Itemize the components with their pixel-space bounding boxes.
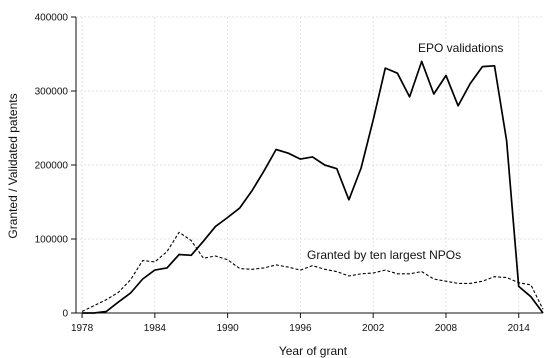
- series-lines: [81, 60, 544, 314]
- series-line-epo-validations: [82, 60, 544, 314]
- x-tick-label: 1996: [289, 323, 312, 334]
- series-label-epo-validations: EPO validations: [418, 41, 503, 55]
- y-tick-label: 200000: [35, 161, 69, 172]
- y-tick-label: 100000: [35, 235, 69, 246]
- x-tick-label: 1990: [216, 323, 239, 334]
- y-axis-ticks: 0 100000 200000 300000 400000: [35, 13, 76, 320]
- y-tick-label: 300000: [35, 87, 69, 98]
- y-axis-title: Granted / Validated patents: [6, 93, 20, 238]
- series-label-npo-granted: Granted by ten largest NPOs: [307, 248, 461, 262]
- x-tick-label: 2002: [362, 323, 385, 334]
- x-tick-label: 1978: [71, 323, 94, 334]
- grid-lines: [76, 16, 543, 314]
- y-tick-label: 400000: [35, 13, 69, 24]
- x-tick-label: 1984: [144, 323, 167, 334]
- y-tick-label: 0: [62, 309, 68, 320]
- x-axis-title: Year of grant: [279, 344, 348, 358]
- series-line-npo-granted: [81, 231, 544, 312]
- x-tick-label: 2008: [435, 323, 458, 334]
- x-tick-label: 2014: [508, 323, 531, 334]
- x-axis-ticks: 1978 1984 1990 1996 2002 2008 2014: [71, 313, 530, 334]
